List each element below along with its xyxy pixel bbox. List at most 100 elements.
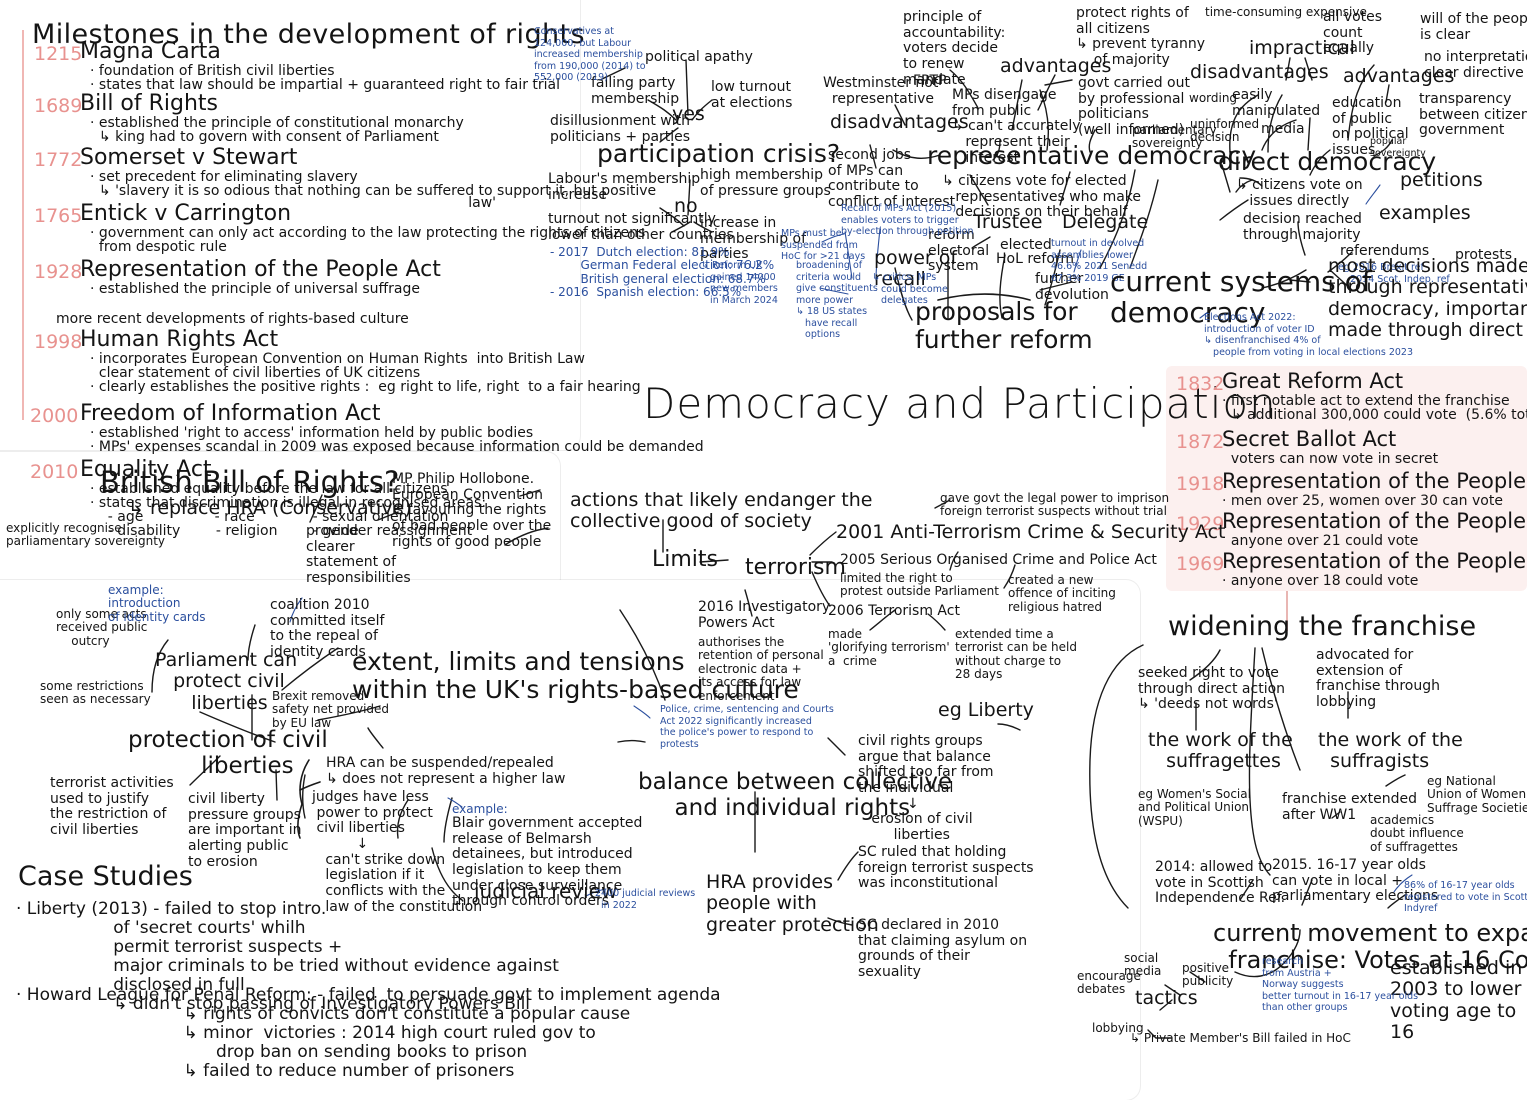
direct-disadvantage: easily manipulated [1232,87,1321,119]
milestone-year: 1215 [34,43,83,65]
membership-note: Conservatives at 124,000, but Labour inc… [534,26,646,84]
limits-act-note: authorises the retention of personal ele… [698,635,824,703]
balance-note: SC declared in 2010 that claiming asylum… [858,917,1028,981]
bill-of-rights-panel [0,452,560,592]
milestone-year: 1765 [34,205,83,227]
participation-branch: low turnout at elections [711,79,793,111]
franchise-line: ↳ additional 300,000 could vote (5.6% to… [1222,407,1527,423]
direct-majority: decision reached through majority [1243,211,1362,243]
votes16-centre: current movement to expand the franchise… [1213,919,1527,974]
votes16-tactics: tactics [1135,987,1198,1009]
widening-heading: widening the franchise [1168,611,1477,642]
case-studies-heading: Case Studies [18,861,193,892]
franchise-year: 1872 [1176,431,1225,453]
widening-note: academics doubt influence of suffragette… [1370,813,1464,854]
parliament-centre: Parliament can protect civil liberties [155,649,298,714]
franchise-title: Representation of the People Act [1222,509,1526,533]
reform-uk-note: ↳ Reform UK gained 14000 new members in … [701,260,778,306]
participation-branch: increase in membership of parties [700,215,807,263]
trustee-label: Trustee [973,211,1043,233]
franchise-year: 1918 [1176,473,1225,495]
advantages-label: advantages [1000,55,1112,77]
participation-no: no [674,195,698,217]
widening-note: advocated for extension of franchise thr… [1316,647,1440,711]
limits-act-note: created a new offence of inciting religi… [1008,573,1116,614]
widening-note: seeked right to vote through direct acti… [1138,665,1286,713]
milestone-lines: law' [90,195,497,211]
votes16-note: 2015. 16-17 year olds can vote in local … [1272,857,1439,905]
registered-note: 86% of 16-17 year olds registered to vot… [1404,880,1527,915]
participation-branch: turnout not significantly lower than oth… [548,211,734,243]
milestone-title: Magna Carta [80,39,221,64]
milestone-lines: - disability - religion - gender reassig… [90,523,473,539]
direct-example: protests [1455,247,1513,263]
participation-yes: yes [672,103,705,125]
extent-note: coalition 2010 committed itself to the r… [270,597,385,661]
limits-act: 2006 Terrorism Act [828,603,960,619]
widening-note: eg National Union of Women's Suffrage So… [1427,774,1527,815]
reform-item: reform electoral system [928,227,990,275]
franchise-box-connector [1286,591,1288,631]
judicial-review-note: 2400 judicial reviews in 2022 [595,888,696,911]
milestone-year: 1998 [34,331,83,353]
milestone-lines: · incorporates European Convention on Hu… [90,351,585,367]
representative-advantage: protect rights of all citizens ↳ prevent… [1076,5,1205,69]
examples-label: examples [1379,202,1471,224]
franchise-title: Representation of the People Act [1222,469,1526,493]
milestone-lines: · foundation of British civil liberties [90,63,335,79]
participation-branch: political apathy [645,49,753,65]
franchise-line: · men over 25, women over 30 can vote [1222,493,1503,509]
representative-disadvantage: FPTP [913,73,947,89]
milestone-year: 2000 [30,405,79,427]
bill-of-rights-note: explicitly recognise parliamentary sover… [6,521,166,549]
reform-item: elected [1000,237,1052,253]
suffragists-label: the work of the suffragists [1318,729,1463,773]
direct-advantage: education of public on political issues [1332,95,1409,159]
milestone-year: 1772 [34,149,83,171]
limits-act: 2001 Anti-Terrorism Crime & Security Act [836,521,1226,543]
extent-note: HRA can be suspended/repealed ↳ does not… [326,755,566,787]
votes16-note: encourage debates [1077,969,1141,997]
direct-disadvantage: wording [1189,91,1238,105]
extent-note: civil liberty pressure groups are import… [188,791,302,870]
reform-item: further devolution [1035,271,1109,303]
representative-sub: ↳ citizens vote for elected representati… [942,173,1142,221]
reform-item: HoL reform [996,251,1075,267]
franchise-title: Representation of the People Act [1222,549,1526,573]
milestone-lines: · established the principle of universal… [90,281,421,297]
milestone-title: Somerset v Stewart [80,145,298,170]
limits-act-note: extended time a terrorist can be held wi… [955,627,1077,682]
limits-label: Limits [652,547,718,572]
milestone-lines: · states that law should be impartial + … [90,77,561,93]
disadvantages-label: disadvantages [1190,61,1329,83]
widening-note: franchise extended after WW1 [1282,791,1417,823]
participation-branch: falling party membership [591,75,680,107]
recall-act-note: Recall of MPs Act (2015) enables voters … [841,203,974,238]
delegate-label: Delegate [1062,211,1149,233]
participation-branch: Labour's membership increase [548,171,701,203]
participation-branch: high membership of pressure groups [700,167,831,199]
protection-centre: protection of civil liberties [128,727,328,779]
case-study-item: · Howard League for Penal Reform: - fail… [16,985,721,1082]
milestone-year: 2010 [30,461,79,483]
franchise-line: · first notable act to extend the franch… [1222,393,1510,409]
bill-of-rights-note: MP Philip Hollobone. European Convention… [392,471,552,550]
current-systems-note: most decisions made through representati… [1328,255,1527,341]
representative-advantage: principle of accountability: voters deci… [903,9,1006,88]
limits-act-note: limited the right to protest outside Par… [840,571,999,599]
milestones-panel [0,0,580,450]
judicial-review-label: judicial review [474,879,618,903]
direct-advantage: all votes count equally [1323,9,1383,57]
case-study-panel [0,580,1140,1100]
referendum-note: eg 2016 Brexit ref 2014 Scot. Indep. ref [1338,262,1450,285]
votes16-note: social media [1124,951,1162,979]
direct-advantage: popular sovereignty [1370,136,1426,159]
case-study-item: · Liberty (2013) - failed to stop intro.… [16,899,559,1015]
extent-note: some restrictions seen as necessary [40,679,151,707]
franchise-line: voters can now vote in secret [1222,451,1439,467]
representative-centre: representative democracy [927,141,1257,170]
extent-note: only some acts received public outcry [56,607,148,648]
milestone-lines: · clearly establishes the positive right… [90,379,641,395]
limits-act: 2005 Serious Organised Crime and Police … [840,552,1157,568]
police-act-note: Police, crime, sentencing and Courts Act… [660,704,834,750]
